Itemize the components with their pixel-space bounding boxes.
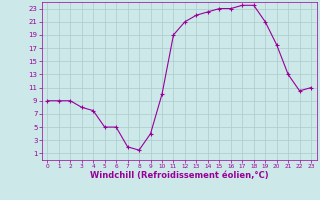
X-axis label: Windchill (Refroidissement éolien,°C): Windchill (Refroidissement éolien,°C) <box>90 171 268 180</box>
